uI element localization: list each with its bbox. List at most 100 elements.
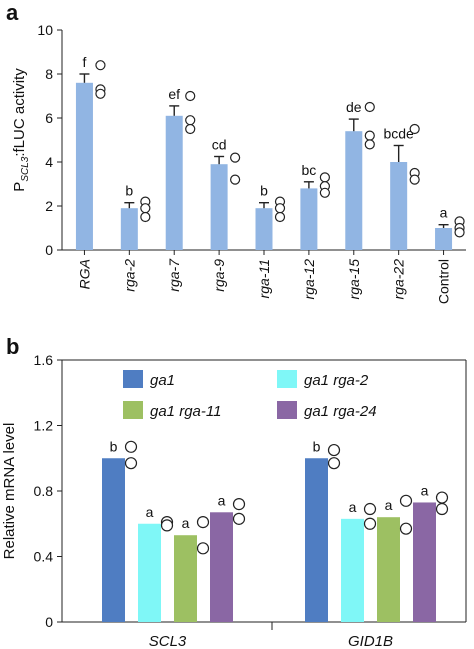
bar (255, 208, 273, 250)
replicate-point (185, 123, 196, 135)
replicate-point (95, 88, 106, 99)
panel-b: b Relative mRNA level ga1 ga1 rga-2 ga1 rg… (1, 334, 467, 649)
replicate-point (399, 494, 413, 507)
replicate-point (363, 502, 377, 516)
replicate-point (140, 211, 151, 223)
bar (341, 518, 364, 622)
replicate-point (435, 491, 449, 504)
bar (120, 208, 138, 250)
bar (210, 164, 228, 250)
x-tick-label: rga-9 (211, 259, 227, 292)
panel-a-y-axis-label-subscript: SCL3 (20, 156, 31, 181)
replicate-point (124, 457, 138, 470)
significance-letter: a (440, 205, 448, 221)
panel-a-x-ticks: RGA rga-2 rga-7 rga-9 rga-11 rga-12 rga-15 rga-… (76, 250, 452, 304)
bar (300, 188, 318, 250)
x-category-label: GID1B (348, 633, 393, 649)
y-tick-label: 4 (45, 154, 53, 170)
y-tick-label: 1.2 (34, 418, 54, 434)
bar (102, 458, 125, 622)
bar (435, 228, 453, 250)
legend-swatch (277, 401, 297, 419)
replicate-point (232, 512, 246, 525)
significance-letter: cd (212, 137, 227, 153)
y-tick-label: 0.8 (34, 483, 54, 499)
significance-letter: a (218, 492, 226, 508)
replicate-point (409, 174, 420, 185)
replicate-point (230, 174, 241, 185)
x-tick-label: rga-15 (346, 259, 362, 300)
significance-letter: b (260, 183, 268, 199)
bar (390, 162, 408, 250)
y-tick-label: 6 (45, 110, 53, 126)
significance-letter: bcde (383, 126, 414, 142)
replicate-point (327, 443, 341, 457)
bar (377, 517, 400, 622)
significance-letter: b (110, 438, 118, 454)
panel-a-y-axis-label-main: P (11, 182, 28, 192)
replicate-point (232, 498, 246, 511)
legend-swatch (277, 370, 297, 388)
replicate-point (230, 152, 241, 163)
replicate-point (319, 187, 330, 198)
significance-letter: a (349, 499, 357, 515)
y-tick-label: 2 (45, 198, 53, 214)
replicate-point (196, 516, 210, 529)
replicate-point (319, 172, 330, 183)
x-tick-label: RGA (76, 259, 92, 289)
significance-letter: de (346, 99, 362, 115)
bar (165, 115, 183, 250)
replicate-point (364, 139, 375, 150)
x-tick-label: Control (436, 259, 452, 304)
panel-a-y-ticks: 0 2 4 6 8 10 (37, 22, 62, 258)
panel-a-y-axis-label: PSCL3:fLUC activity (11, 68, 31, 192)
significance-letter: ef (168, 86, 180, 102)
legend-label: ga1 rga-24 (304, 403, 377, 420)
x-tick-label: rga-7 (166, 258, 182, 292)
replicate-point (364, 130, 375, 141)
panel-b-y-ticks: 0 0.4 0.8 1.2 1.6 (34, 352, 62, 630)
legend-label: ga1 rga-11 (150, 403, 221, 420)
legend-swatch (123, 401, 143, 419)
replicate-point (454, 227, 465, 238)
y-tick-label: 0 (45, 242, 53, 258)
replicate-point (364, 101, 375, 113)
bar (75, 82, 93, 250)
significance-letter: b (125, 183, 133, 199)
bar (413, 502, 436, 622)
bar (345, 131, 363, 250)
replicate-point (124, 440, 138, 453)
x-tick-label: rga-2 (121, 259, 137, 292)
replicate-point (95, 60, 106, 71)
replicate-point (274, 203, 286, 214)
replicate-point (160, 519, 174, 532)
replicate-point (327, 457, 341, 470)
replicate-point (274, 211, 286, 223)
legend-swatch (123, 370, 143, 388)
panel-a-y-axis-label-rest: :fLUC activity (11, 68, 28, 157)
y-tick-label: 0.4 (34, 549, 54, 565)
y-tick-label: 10 (37, 22, 53, 38)
panel-b-x-ticks: SCL3 GID1B (149, 633, 393, 649)
replicate-point (435, 502, 449, 516)
replicate-point (185, 90, 196, 102)
replicate-point (185, 115, 196, 126)
bar (138, 523, 161, 622)
panel-b-letter: b (6, 334, 19, 359)
x-tick-label: rga-11 (256, 259, 272, 298)
significance-letter: a (182, 515, 190, 531)
x-tick-label: rga-22 (391, 259, 407, 300)
y-tick-label: 8 (45, 66, 53, 82)
panel-a-letter: a (6, 0, 19, 25)
x-category-label: SCL3 (149, 633, 187, 649)
significance-letter: a (385, 497, 393, 513)
replicate-point (409, 123, 420, 135)
y-tick-label: 1.6 (34, 352, 54, 368)
panel-b-legend: ga1 ga1 rga-2 ga1 rga-11 ga1 rga-24 (123, 370, 377, 420)
panel-b-y-axis-label: Relative mRNA level (1, 423, 18, 560)
bar (210, 512, 233, 622)
x-tick-label: rga-12 (301, 259, 317, 300)
